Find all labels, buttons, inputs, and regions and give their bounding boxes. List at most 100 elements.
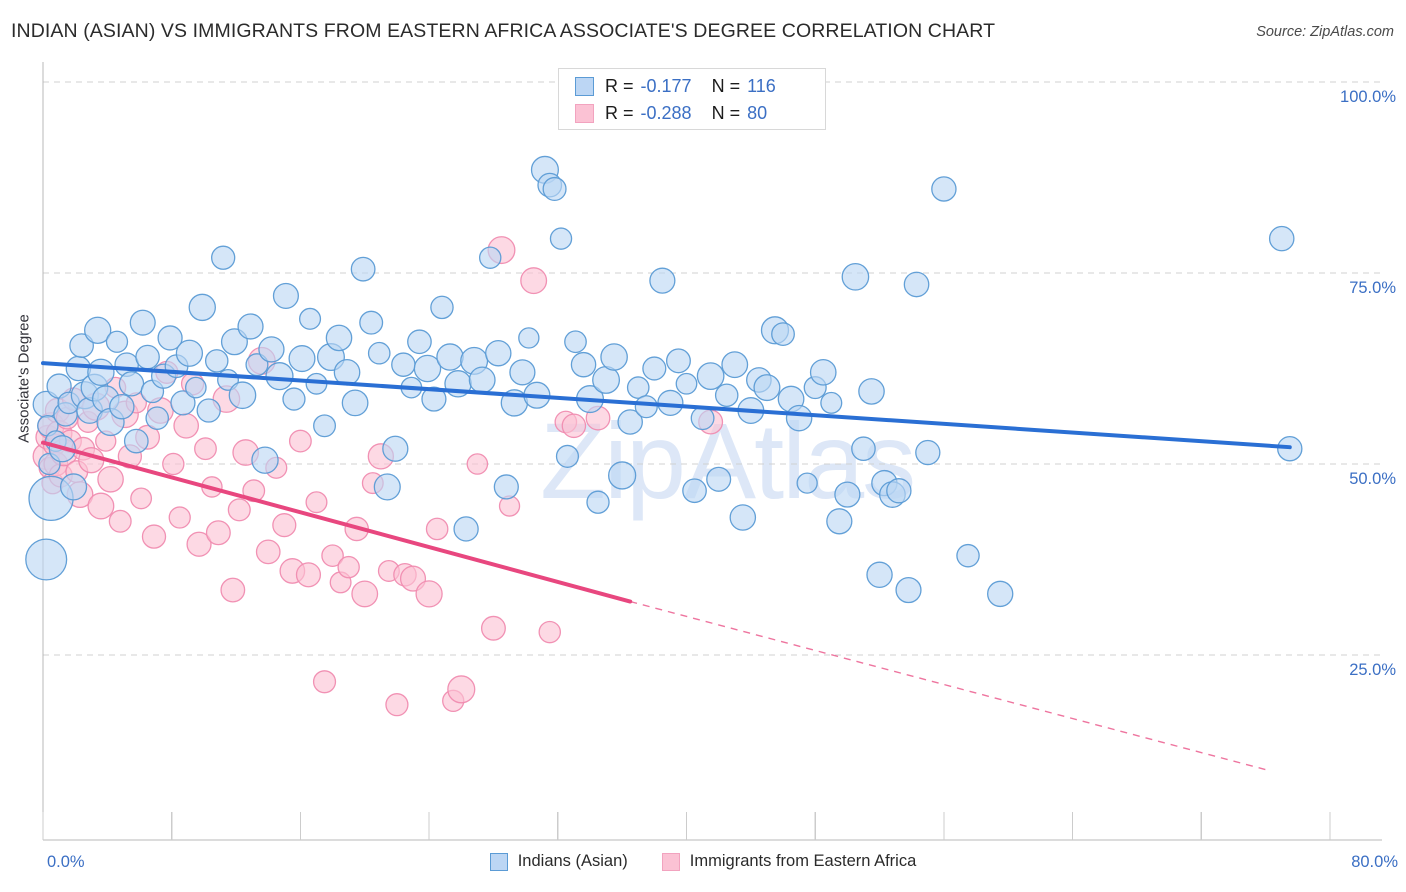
data-point: [785, 404, 813, 432]
data-point: [895, 576, 922, 604]
data-point: [903, 271, 930, 298]
data-point: [436, 343, 464, 371]
y-tick-25: 25.0%: [1349, 661, 1396, 679]
data-point: [570, 351, 597, 378]
data-point: [141, 524, 167, 549]
data-point: [350, 256, 376, 282]
data-point: [600, 343, 628, 371]
y-tick-75: 75.0%: [1349, 279, 1396, 297]
data-point: [173, 412, 200, 439]
data-point: [25, 538, 68, 581]
data-point: [931, 176, 957, 202]
legend-indians-swatch-icon: [489, 852, 508, 871]
data-point: [714, 383, 739, 408]
data-point: [123, 428, 149, 454]
trendline-indians: [41, 361, 1292, 450]
y-tick-50: 50.0%: [1349, 470, 1396, 488]
legend-item-indians[interactable]: Indians (Asian): [489, 852, 628, 871]
data-point: [564, 330, 587, 354]
data-point: [351, 580, 379, 608]
data-point: [509, 359, 536, 386]
data-point: [608, 461, 637, 490]
data-point: [858, 378, 885, 405]
data-point: [915, 439, 941, 466]
data-point: [561, 413, 587, 439]
stats-n-label-1: N =: [711, 76, 741, 96]
data-point: [453, 516, 479, 542]
stats-n-label-2: N =: [711, 103, 741, 123]
data-point: [771, 322, 795, 347]
data-point: [87, 358, 115, 387]
legend-immigrants-label: Immigrants from Eastern Africa: [689, 852, 917, 870]
data-point: [820, 391, 843, 414]
data-point: [956, 543, 980, 568]
data-point: [617, 409, 643, 435]
data-point: [385, 693, 409, 717]
data-point: [447, 675, 476, 704]
x-tick-min: 0.0%: [47, 853, 85, 871]
data-point: [359, 310, 384, 335]
y-tick-100: 100.0%: [1340, 88, 1396, 106]
data-point: [391, 352, 416, 377]
data-point: [649, 267, 676, 294]
data-point: [466, 453, 489, 475]
data-point: [1268, 225, 1295, 252]
data-point: [255, 539, 281, 565]
data-point: [866, 561, 893, 589]
data-point: [288, 345, 316, 373]
stats-row-immigrants: R = -0.288 N = 80: [575, 100, 767, 127]
data-point: [168, 506, 191, 529]
data-point: [478, 246, 502, 269]
data-point: [555, 444, 580, 468]
data-point: [886, 478, 912, 504]
data-point: [145, 406, 170, 430]
data-point: [129, 309, 156, 336]
data-point: [626, 376, 650, 399]
data-point: [987, 580, 1014, 608]
data-point: [425, 517, 449, 541]
data-point: [706, 466, 732, 492]
data-point: [367, 341, 391, 365]
data-point: [108, 509, 132, 533]
data-point: [430, 295, 454, 320]
data-point: [468, 366, 496, 394]
data-point: [282, 387, 306, 411]
data-point: [851, 436, 876, 462]
data-point: [696, 362, 725, 391]
data-point: [586, 490, 610, 514]
legend-item-immigrants[interactable]: Immigrants from Eastern Africa: [661, 852, 917, 871]
data-point: [69, 333, 94, 358]
data-point: [109, 393, 135, 420]
data-point: [480, 615, 506, 641]
data-point: [382, 435, 409, 462]
data-point: [341, 389, 369, 417]
data-point: [105, 330, 129, 353]
legend-swatch-pink-icon: [575, 104, 594, 123]
data-point: [97, 465, 124, 493]
data-point: [841, 262, 870, 291]
data-point: [170, 390, 196, 416]
series-legend: Indians (Asian) Immigrants from Eastern …: [0, 852, 1406, 871]
trendline-immigrants-extension: [630, 600, 1266, 771]
data-point: [184, 376, 207, 399]
stats-n-value-1: 116: [747, 76, 776, 96]
data-point: [135, 344, 160, 370]
data-point: [118, 371, 145, 397]
x-tick-max: 80.0%: [1351, 853, 1398, 871]
data-point: [542, 176, 567, 202]
data-point: [520, 267, 548, 295]
data-point: [518, 327, 540, 349]
data-point: [211, 245, 236, 270]
data-point: [227, 498, 251, 522]
correlation-stats-box: R = -0.177 N = 116 R = -0.288 N = 80: [558, 68, 826, 130]
trendline-immigrants: [41, 440, 633, 604]
data-point: [312, 670, 337, 694]
stats-row-indians: R = -0.177 N = 116: [575, 73, 776, 100]
data-point: [228, 381, 257, 410]
data-point: [59, 473, 88, 501]
data-point: [194, 437, 217, 461]
data-point: [796, 472, 818, 494]
data-point: [809, 358, 837, 386]
